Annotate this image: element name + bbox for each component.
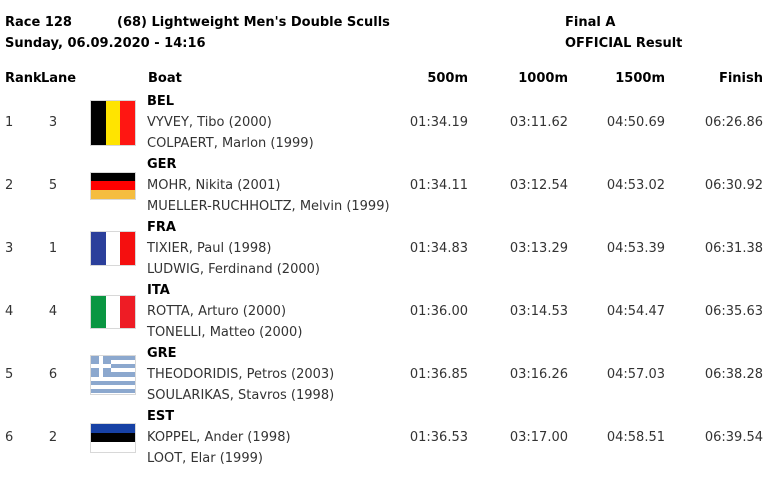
split-500m: 01:36.85 (409, 367, 468, 382)
col-header-boat: Boat (148, 71, 182, 86)
split-500m: 01:34.19 (409, 115, 468, 130)
flag-ger-icon (90, 171, 136, 200)
country-code: FRA (147, 220, 176, 235)
rank-value: 5 (5, 367, 14, 382)
split-1500m: 04:50.69 (606, 115, 665, 130)
split-1000m: 03:14.53 (509, 304, 568, 319)
col-header-finish: Finish (718, 71, 763, 86)
crew-member: ROTTA, Arturo (2000) (147, 304, 287, 319)
flag-gre-icon (90, 354, 136, 395)
table-row: 2 5 GER MOHR, Nikita (2001) MUELLER-RUCH… (5, 154, 763, 217)
crew-member: TONELLI, Matteo (2000) (147, 325, 303, 340)
boat-cell: EST KOPPEL, Ander (1998) LOOT, Elar (199… (68, 406, 395, 469)
split-1500m: 04:58.51 (606, 430, 665, 445)
results-table: Rank Lane Boat 500m 1000m 1500m Finish 1… (5, 68, 763, 469)
split-1500m: 04:54.47 (606, 304, 665, 319)
race-datetime: Sunday, 06.09.2020 - 14:16 (5, 36, 206, 51)
split-500m: 01:34.11 (409, 178, 468, 193)
boat-cell: GER MOHR, Nikita (2001) MUELLER-RUCHHOLT… (68, 154, 395, 217)
country-code: ITA (147, 283, 170, 298)
lane-value: 4 (48, 304, 58, 319)
crew-block: EST KOPPEL, Ander (1998) LOOT, Elar (199… (147, 406, 291, 469)
finish-time: 06:35.63 (704, 304, 763, 319)
finish-time: 06:39.54 (704, 430, 763, 445)
title-line: Race 128 (68) Lightweight Men's Double Sc… (5, 12, 763, 33)
split-1000m: 03:16.26 (509, 367, 568, 382)
boat-cell: GRE THEODORIDIS, Petros (2003) SOULARIKA… (68, 343, 395, 406)
table-header-row: Rank Lane Boat 500m 1000m 1500m Finish (5, 68, 763, 91)
lane-value: 2 (48, 430, 58, 445)
country-code: EST (147, 409, 175, 424)
boat-cell: ITA ROTTA, Arturo (2000) TONELLI, Matteo… (68, 280, 395, 343)
rank-value: 6 (5, 430, 14, 445)
boat-cell: BEL VYVEY, Tibo (2000) COLPAERT, Marlon … (68, 91, 395, 154)
table-row: 4 4 ITA ROTTA, Arturo (2000) TONELLI, Ma… (5, 280, 763, 343)
col-header-rank: Rank (5, 71, 42, 86)
crew-member: SOULARIKAS, Stavros (1998) (147, 388, 335, 403)
table-row: 5 6 GRE THEODORIDIS, Petros (2003) SOULA… (5, 343, 763, 406)
table-row: 3 1 FRA TIXIER, Paul (1998) LUDWIG, Ferd… (5, 217, 763, 280)
flag-est-icon (90, 422, 136, 453)
lane-value: 5 (48, 178, 58, 193)
split-500m: 01:36.00 (409, 304, 468, 319)
flag-fra-icon (90, 231, 136, 266)
crew-member: TIXIER, Paul (1998) (147, 241, 272, 256)
crew-member: THEODORIDIS, Petros (2003) (147, 367, 335, 382)
split-500m: 01:34.83 (409, 241, 468, 256)
split-1500m: 04:53.39 (606, 241, 665, 256)
finish-time: 06:26.86 (704, 115, 763, 130)
table-row: 1 3 BEL VYVEY, Tibo (2000) COLPAERT, Mar… (5, 91, 763, 154)
lane-value: 6 (48, 367, 58, 382)
split-1000m: 03:12.54 (509, 178, 568, 193)
rank-value: 3 (5, 241, 14, 256)
page-header: Race 128 (68) Lightweight Men's Double Sc… (5, 12, 763, 54)
result-status: OFFICIAL Result (565, 36, 683, 51)
race-number: Race 128 (5, 15, 72, 30)
crew-block: GER MOHR, Nikita (2001) MUELLER-RUCHHOLT… (147, 154, 390, 217)
col-header-1000m: 1000m (518, 71, 568, 86)
country-code: GER (147, 157, 177, 172)
col-header-500m: 500m (427, 71, 468, 86)
rank-value: 4 (5, 304, 14, 319)
crew-block: BEL VYVEY, Tibo (2000) COLPAERT, Marlon … (147, 91, 314, 154)
crew-member: LUDWIG, Ferdinand (2000) (147, 262, 320, 277)
split-500m: 01:36.53 (409, 430, 468, 445)
col-header-lane: Lane (41, 71, 77, 86)
rank-value: 2 (5, 178, 14, 193)
split-1000m: 03:13.29 (509, 241, 568, 256)
finish-time: 06:30.92 (704, 178, 763, 193)
table-row: 6 2 EST KOPPEL, Ander (1998) LOOT, Elar … (5, 406, 763, 469)
crew-block: ITA ROTTA, Arturo (2000) TONELLI, Matteo… (147, 280, 302, 343)
lane-value: 1 (48, 241, 58, 256)
crew-member: LOOT, Elar (1999) (147, 451, 263, 466)
boat-cell: FRA TIXIER, Paul (1998) LUDWIG, Ferdinan… (68, 217, 395, 280)
country-code: BEL (147, 94, 175, 109)
split-1500m: 04:57.03 (606, 367, 665, 382)
crew-block: FRA TIXIER, Paul (1998) LUDWIG, Ferdinan… (147, 217, 320, 280)
crew-member: MOHR, Nikita (2001) (147, 178, 281, 193)
crew-block: GRE THEODORIDIS, Petros (2003) SOULARIKA… (147, 343, 334, 406)
col-header-1500m: 1500m (615, 71, 665, 86)
lane-value: 3 (48, 115, 58, 130)
split-1000m: 03:11.62 (509, 115, 568, 130)
flag-bel-icon (90, 99, 136, 146)
crew-member: VYVEY, Tibo (2000) (147, 115, 272, 130)
event-title: (68) Lightweight Men's Double Sculls (117, 15, 390, 30)
country-code: GRE (147, 346, 177, 361)
crew-member: COLPAERT, Marlon (1999) (147, 136, 314, 151)
crew-member: MUELLER-RUCHHOLTZ, Melvin (1999) (147, 199, 390, 214)
crew-member: KOPPEL, Ander (1998) (147, 430, 291, 445)
final-label: Final A (565, 15, 616, 30)
split-1500m: 04:53.02 (606, 178, 665, 193)
split-1000m: 03:17.00 (509, 430, 568, 445)
header-right: Final A OFFICIAL Result (565, 12, 682, 54)
flag-ita-icon (90, 294, 136, 329)
finish-time: 06:31.38 (704, 241, 763, 256)
rank-value: 1 (5, 115, 14, 130)
finish-time: 06:38.28 (704, 367, 763, 382)
